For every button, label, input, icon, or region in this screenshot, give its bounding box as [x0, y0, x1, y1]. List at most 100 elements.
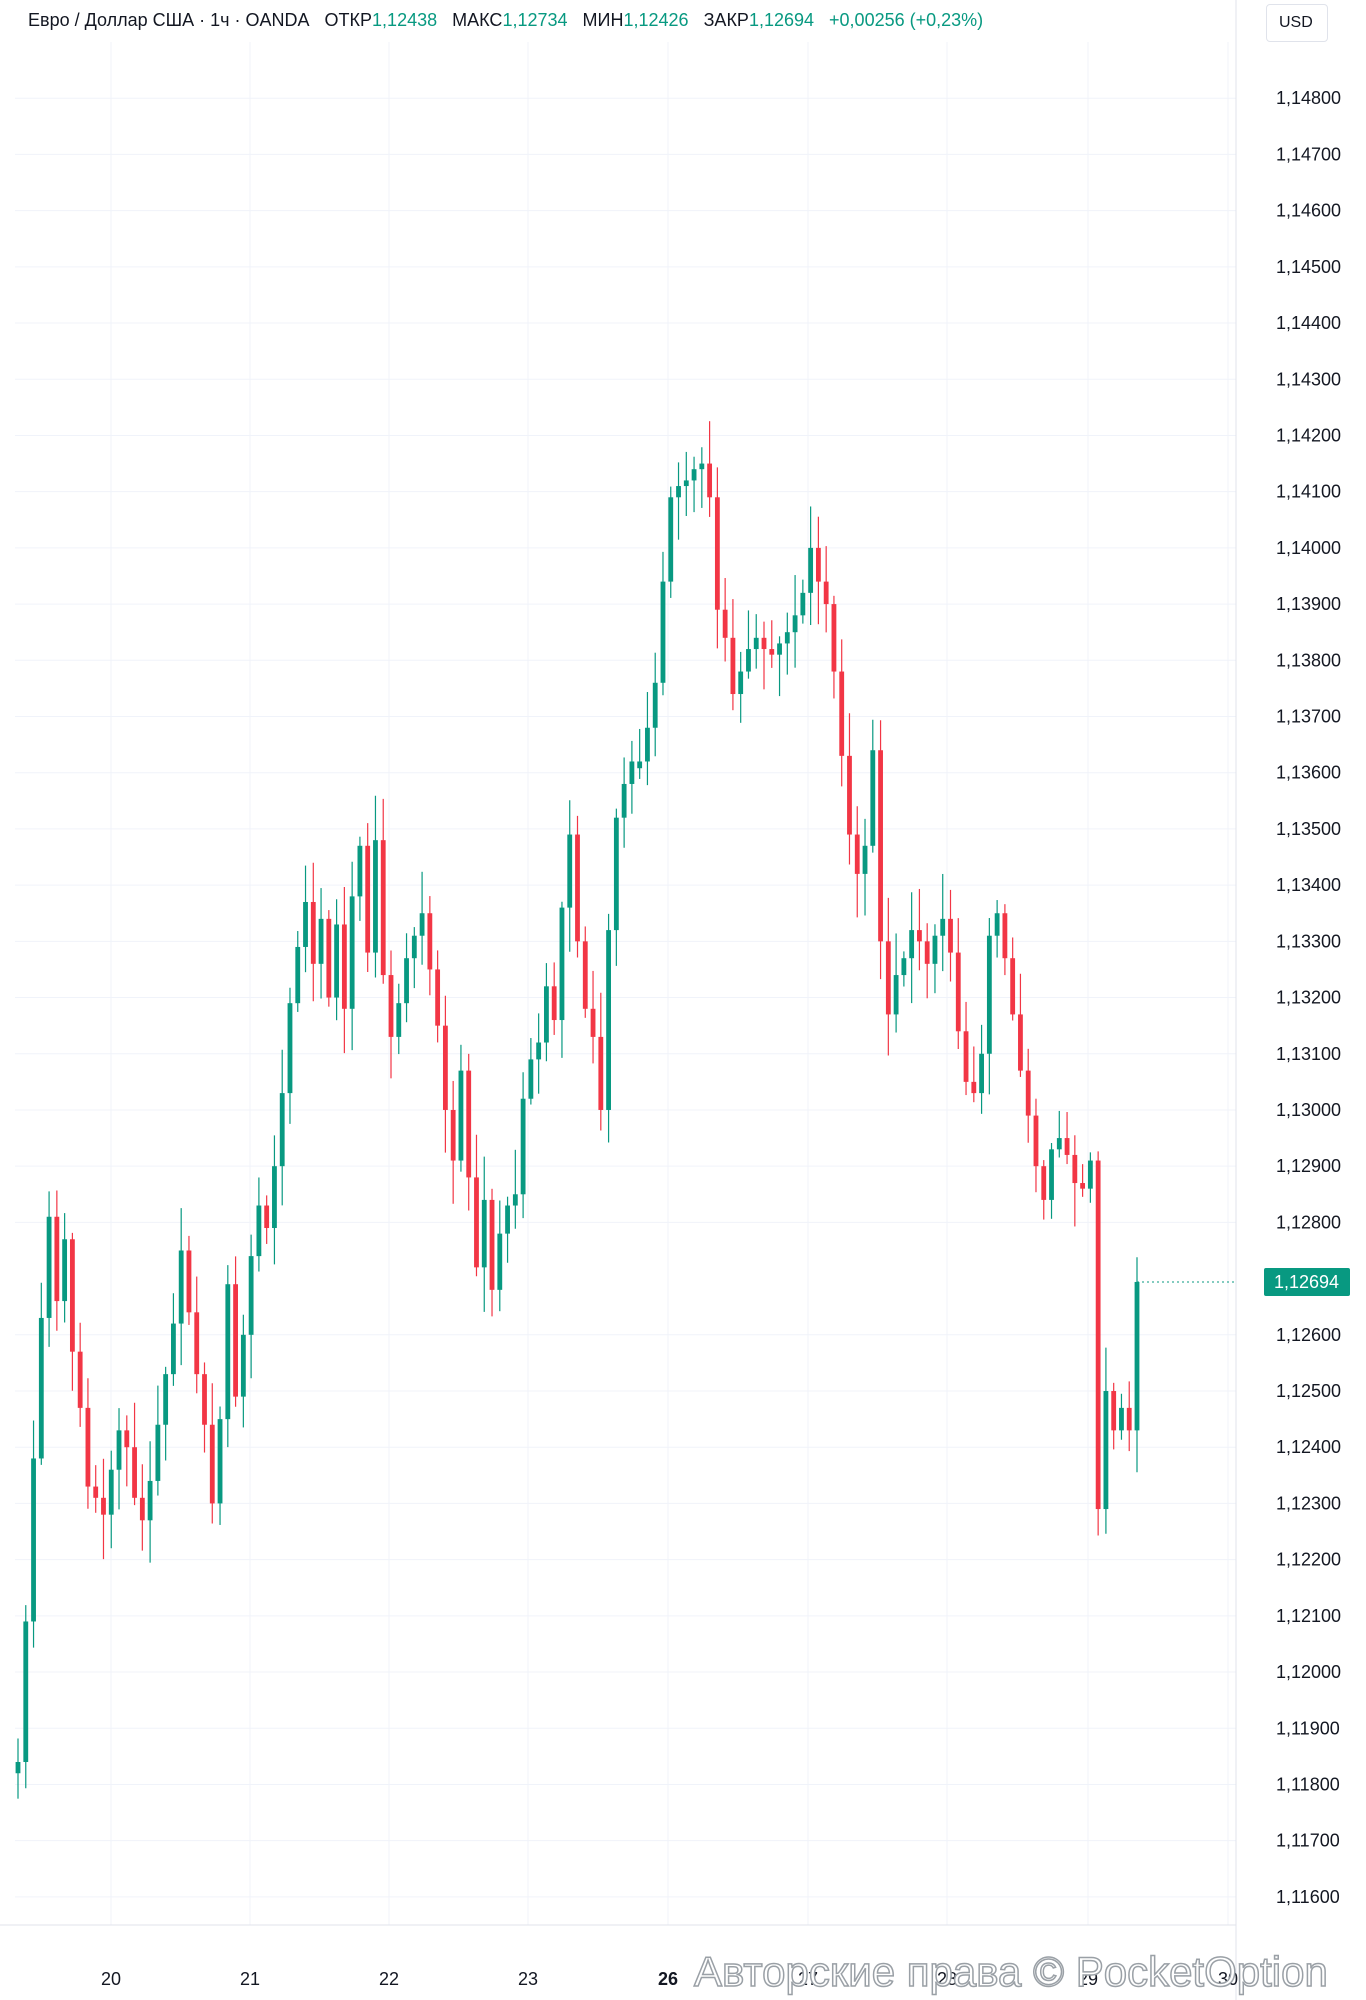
candle-down: [365, 823, 371, 973]
candle-down: [124, 1415, 130, 1487]
candle-body: [1064, 1138, 1070, 1155]
candle-body: [606, 930, 611, 1110]
candle-up: [544, 963, 549, 1062]
candle-up: [225, 1265, 231, 1448]
candle-body: [396, 1003, 402, 1037]
candle-up: [699, 447, 705, 508]
candle-up: [497, 1200, 503, 1312]
close-value: 1,12694: [748, 10, 815, 30]
candle-body: [645, 727, 650, 762]
low-value: 1,12426: [623, 10, 689, 30]
candle-body: [225, 1284, 231, 1420]
candle-up: [668, 486, 674, 598]
price-tick-label: 1,12900: [1276, 1156, 1341, 1176]
candle-down: [326, 910, 332, 1007]
candle-up: [248, 1234, 254, 1379]
currency-button[interactable]: USD: [1266, 4, 1328, 42]
candle-down: [202, 1362, 207, 1453]
candle-up: [287, 987, 293, 1124]
candle-body: [279, 1093, 285, 1167]
candle-body: [668, 497, 674, 582]
candle-down: [924, 923, 930, 999]
candle-body: [489, 1199, 495, 1290]
candle-up: [637, 728, 643, 779]
candle-body: [528, 1059, 534, 1099]
price-tick-label: 1,14300: [1276, 369, 1341, 389]
candle-up: [746, 610, 751, 679]
low-label: МИН: [582, 10, 624, 30]
candle-body: [870, 750, 876, 846]
candle-body: [823, 581, 829, 605]
candle-body: [93, 1486, 99, 1498]
candle-up: [691, 456, 697, 513]
candle-down: [707, 421, 713, 517]
candle-body: [948, 918, 953, 953]
candle-body: [637, 761, 643, 769]
candle-body: [979, 1053, 984, 1094]
price-tick-label: 1,12500: [1276, 1381, 1341, 1401]
candle-up: [536, 1013, 542, 1094]
candle-body: [132, 1447, 137, 1498]
candle-body: [769, 649, 775, 655]
price-axis[interactable]: 1,14800 1,14700 1,14600 1,14500 1,14400 1,143…: [1276, 88, 1341, 1907]
candle-up: [62, 1213, 68, 1323]
candle-down: [1064, 1112, 1070, 1165]
candle-body: [1010, 958, 1016, 1015]
candle-up: [38, 1282, 44, 1465]
candle-down: [1018, 973, 1023, 1077]
candle-down: [466, 1053, 472, 1211]
candle-down: [474, 1134, 479, 1277]
price-tick-label: 1,11800: [1276, 1774, 1340, 1794]
candle-up: [303, 865, 308, 973]
price-tick-label: 1,13500: [1276, 819, 1341, 839]
candle-down: [885, 897, 891, 1056]
candle-body: [582, 941, 588, 1009]
candle-body: [202, 1374, 207, 1425]
candle-body: [124, 1430, 130, 1448]
candle-body: [15, 1761, 21, 1774]
close-label: ЗАКР: [703, 10, 749, 30]
candle-body: [986, 935, 992, 1054]
time-axis[interactable]: 20 21 22 23 26 27 28 29 30: [101, 1969, 1238, 1989]
candle-up: [792, 575, 798, 668]
candle-body: [318, 918, 324, 964]
candle-up: [108, 1450, 114, 1549]
candle-up: [893, 933, 899, 1033]
candle-up: [520, 1072, 526, 1219]
candle-body: [963, 1031, 969, 1082]
price-tick-label: 1,13200: [1276, 988, 1341, 1008]
candle-up: [15, 1738, 21, 1799]
candle-body: [1080, 1183, 1086, 1189]
candle-up: [481, 1156, 487, 1312]
candle-body: [481, 1199, 487, 1268]
candle-body: [1049, 1149, 1054, 1200]
candle-down: [450, 1080, 456, 1204]
candle-down: [598, 992, 604, 1131]
candle-down: [582, 926, 588, 1018]
candle-down: [1010, 937, 1016, 1021]
candle-down: [971, 1046, 977, 1103]
candle-body: [287, 1003, 293, 1094]
candle-down: [769, 620, 775, 668]
candle-body: [1002, 913, 1008, 959]
candle-body: [1056, 1138, 1062, 1150]
candle-body: [722, 609, 728, 638]
last-price-label: 1,12694: [1274, 1272, 1339, 1292]
time-tick-label: 30: [1218, 1969, 1238, 1989]
candle-down: [551, 962, 557, 1035]
time-tick-label: 26: [658, 1969, 678, 1989]
candle-up: [357, 836, 363, 921]
candle-down: [54, 1190, 60, 1331]
candle-up: [217, 1406, 223, 1525]
candle-body: [800, 592, 806, 616]
candle-body: [334, 924, 340, 998]
candle-down: [815, 516, 821, 625]
candle-up: [458, 1044, 464, 1172]
candle-body: [248, 1256, 254, 1335]
price-tick-label: 1,14400: [1276, 313, 1341, 333]
candle-down: [730, 599, 736, 711]
symbol-title: Евро / Доллар США · 1ч · OANDA: [28, 10, 310, 30]
candle-up: [652, 652, 658, 757]
candle-up: [1056, 1110, 1062, 1158]
